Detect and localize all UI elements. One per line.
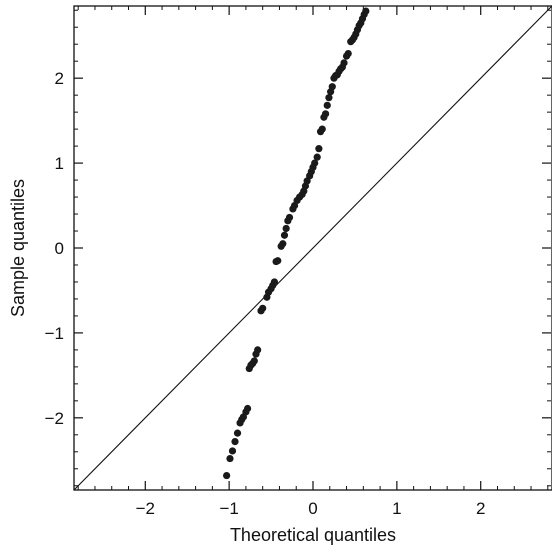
data-point (315, 145, 323, 153)
y-tick-label: 0 (55, 239, 64, 258)
axis-ticks (74, 6, 551, 490)
data-point (233, 429, 242, 437)
x-tick-label: 1 (392, 499, 401, 518)
data-point (325, 94, 333, 102)
x-tick-label: 0 (308, 499, 317, 518)
x-tick-label: −2 (136, 499, 155, 518)
data-points (223, 7, 370, 480)
data-point (323, 101, 331, 109)
data-point (311, 159, 319, 167)
y-tick-label: −2 (45, 409, 64, 428)
data-point (340, 59, 348, 67)
data-point (313, 153, 321, 161)
data-point (254, 346, 262, 354)
data-point (280, 231, 289, 239)
x-axis-label: Theoretical quantiles (230, 525, 396, 545)
data-point (285, 213, 294, 222)
data-point (231, 438, 239, 446)
reference-line-group (73, 5, 552, 491)
data-point (282, 224, 290, 233)
data-point (321, 110, 330, 118)
y-tick-label: 1 (55, 154, 64, 173)
data-point (344, 49, 352, 58)
data-point (228, 447, 237, 455)
data-point (318, 125, 326, 133)
tick-labels: −2 −1 0 1 2 −2 −1 0 1 2 (45, 69, 486, 518)
data-point (259, 304, 267, 312)
data-point (243, 404, 252, 413)
data-point (223, 471, 231, 480)
x-tick-label: 2 (476, 499, 485, 518)
data-point (328, 83, 336, 91)
y-tick-label: 2 (55, 69, 64, 88)
y-tick-label: −1 (45, 324, 64, 343)
data-point (279, 240, 287, 248)
reference-line (73, 5, 552, 491)
data-point (270, 278, 279, 286)
data-point (250, 357, 258, 365)
data-point (226, 454, 234, 463)
data-point (274, 257, 282, 265)
data-point (362, 7, 370, 15)
x-tick-label: −1 (219, 499, 238, 518)
y-axis-label: Sample quantiles (8, 179, 28, 317)
